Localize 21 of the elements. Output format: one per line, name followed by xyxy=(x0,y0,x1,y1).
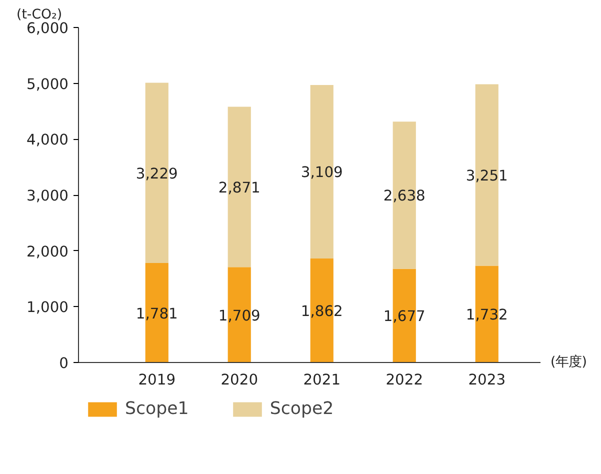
x-tick-label: 2021 xyxy=(303,372,341,388)
y-axis-title: (t-CO₂) xyxy=(16,8,62,22)
x-tick-label: 2020 xyxy=(220,372,258,388)
y-tick-label: 6,000 xyxy=(26,20,69,37)
y-tick-label: 1,000 xyxy=(26,299,69,316)
data-label: 2,638 xyxy=(383,188,426,205)
y-tick-label: 5,000 xyxy=(26,76,69,93)
x-axis-title: (年度) xyxy=(550,354,587,370)
y-tick-label: 3,000 xyxy=(26,188,69,204)
data-label: 2,871 xyxy=(218,179,260,196)
legend-label: Scope2 xyxy=(270,399,334,419)
data-label: 3,109 xyxy=(300,164,343,182)
data-label: 3,229 xyxy=(136,165,178,182)
x-tick-label: 2019 xyxy=(138,372,176,388)
data-label: 3,251 xyxy=(466,168,508,185)
x-tick-label: 2022 xyxy=(386,372,424,388)
y-tick-label: 0 xyxy=(59,355,69,372)
legend-label: Scope1 xyxy=(125,399,189,419)
x-tick-label: 2023 xyxy=(468,372,506,388)
y-tick-label: 4,000 xyxy=(26,132,69,149)
y-tick-label: 2,000 xyxy=(26,243,69,260)
